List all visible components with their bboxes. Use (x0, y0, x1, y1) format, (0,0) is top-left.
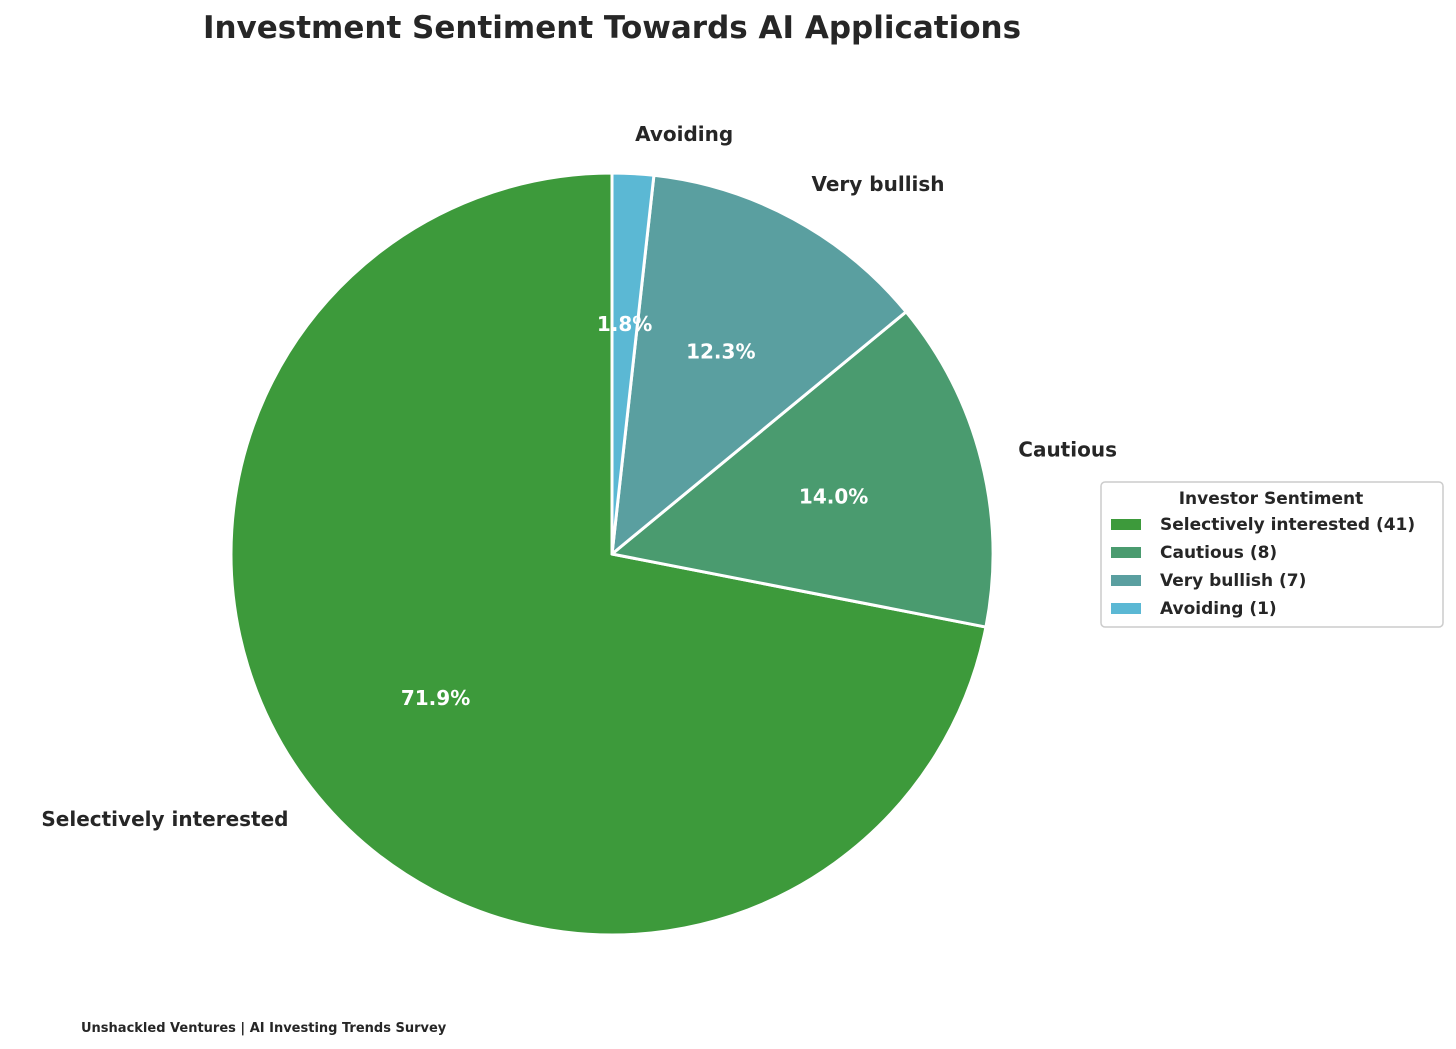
legend-frame (1100, 481, 1444, 628)
legend-title: Investor Sentiment (1179, 489, 1364, 509)
slice-cautious (610, 310, 995, 629)
pie-slices (229, 171, 995, 937)
percent-labels: 71.9% 14.0% 12.3% 1.8% (401, 312, 868, 710)
legend-label-cautious: Cautious (8) (1160, 543, 1277, 563)
percent-label-cautious: 14.0% (799, 484, 868, 508)
footer-source: Unshackled Ventures | AI Investing Trend… (81, 1021, 447, 1036)
legend-swatch-avoiding (1111, 603, 1141, 614)
legend-label-very-bullish: Very bullish (7) (1160, 571, 1306, 591)
legend-swatch-cautious (1111, 547, 1141, 558)
percent-label-avoiding: 1.8% (597, 312, 652, 336)
slice-selectively-interested (229, 171, 988, 937)
slice-label-cautious: Cautious (1018, 438, 1117, 462)
legend-label-selectively-interested: Selectively interested (41) (1160, 515, 1415, 535)
slice-labels: Selectively interested Cautious Very bulli… (41, 122, 1117, 831)
legend-label-avoiding: Avoiding (1) (1160, 599, 1277, 619)
chart-title: Investment Sentiment Towards AI Applicat… (203, 10, 1021, 46)
slice-label-avoiding: Avoiding (635, 122, 733, 146)
legend: Investor Sentiment Selectively intereste… (1100, 481, 1444, 628)
legend-swatch-very-bullish (1111, 575, 1141, 586)
slice-very-bullish (610, 173, 908, 556)
percent-label-selectively-interested: 71.9% (401, 686, 470, 710)
percent-label-very-bullish: 12.3% (686, 339, 755, 363)
legend-swatch-selectively-interested (1111, 519, 1141, 530)
slice-avoiding (610, 171, 656, 556)
slice-label-very-bullish: Very bullish (811, 172, 944, 196)
slice-label-selectively-interested: Selectively interested (41, 807, 288, 831)
legend-items: Selectively interested (41) Cautious (8) V… (1111, 515, 1415, 619)
